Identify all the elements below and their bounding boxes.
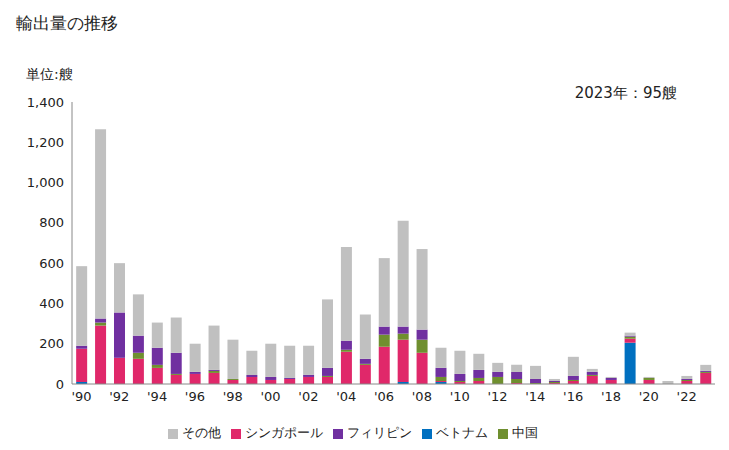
html-text:フィリピン: フィリピン: [346, 425, 412, 440]
html-text:単位:艘: 単位:艘: [26, 66, 73, 82]
html-text:中国: 中国: [511, 425, 538, 440]
html-text:輸出量の推移: 輸出量の推移: [16, 13, 118, 33]
svg-text:'20: '20: [639, 389, 659, 404]
html-text:ベトナム: ベトナム: [435, 425, 488, 440]
svg-text:'08: '08: [412, 389, 432, 404]
svg-text:'12: '12: [487, 389, 507, 404]
html-text:シンガポール: シンガポール: [244, 425, 323, 440]
svg-text:'14: '14: [525, 389, 545, 404]
svg-text:'94: '94: [147, 389, 167, 404]
svg-text:'06: '06: [374, 389, 394, 404]
svg-text:'00: '00: [261, 389, 281, 404]
svg-text:'22: '22: [677, 389, 697, 404]
svg-text:'96: '96: [185, 389, 205, 404]
svg-text:'98: '98: [223, 389, 243, 404]
svg-text:1,400: 1,400: [27, 95, 64, 110]
html-text:2023年：95艘: 2023年：95艘: [574, 84, 677, 102]
svg-text:'18: '18: [601, 389, 621, 404]
svg-text:'16: '16: [563, 389, 583, 404]
svg-text:'02: '02: [298, 389, 318, 404]
html-text:その他: その他: [181, 425, 221, 440]
svg-text:'04: '04: [336, 389, 356, 404]
svg-text:'92: '92: [109, 389, 129, 404]
svg-text:400: 400: [39, 296, 64, 311]
svg-text:1,000: 1,000: [27, 175, 64, 190]
svg-text:800: 800: [39, 215, 64, 230]
svg-text:'90: '90: [71, 389, 91, 404]
svg-text:'10: '10: [450, 389, 470, 404]
svg-text:200: 200: [39, 336, 64, 351]
svg-text:1,200: 1,200: [27, 135, 64, 150]
svg-text:600: 600: [39, 256, 64, 271]
svg-text:0: 0: [56, 377, 64, 392]
